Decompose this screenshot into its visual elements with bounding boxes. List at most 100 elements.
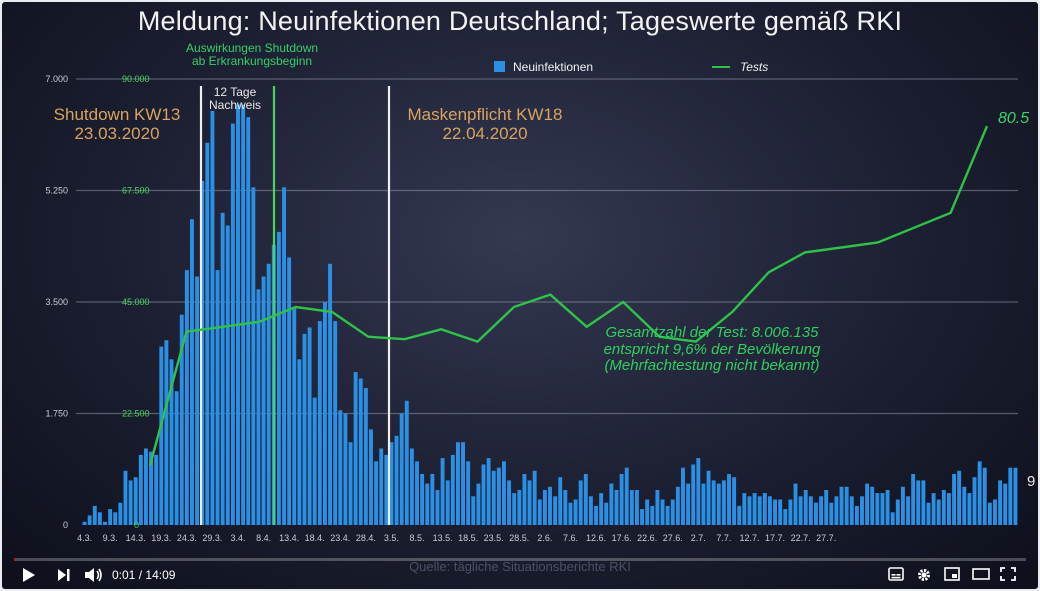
bar: [440, 458, 445, 525]
x-tick: 13.4.: [279, 533, 299, 543]
annotation-line: (Mehrfachtestung nicht bekannt): [604, 357, 820, 374]
bar: [972, 477, 977, 525]
bar: [624, 467, 629, 525]
bar: [241, 104, 246, 525]
bar: [415, 461, 419, 525]
bar: [998, 480, 1003, 525]
bar: [179, 314, 184, 525]
bar: [727, 474, 731, 525]
bar: [747, 496, 752, 525]
bar: [788, 499, 793, 525]
bar: [118, 502, 123, 525]
annotation-line: ab Erkrankungsbeginn: [191, 54, 313, 69]
bar: [430, 474, 435, 525]
marker-lines: [199, 86, 391, 525]
y-tick-right: 45.000: [122, 297, 150, 307]
legend-tests: Tests: [712, 60, 768, 74]
bar: [660, 499, 665, 525]
bar: [993, 499, 997, 525]
bar: [256, 289, 261, 525]
subtitles-icon[interactable]: [888, 567, 904, 581]
bar: [553, 496, 558, 525]
x-tick: 7.7.: [716, 533, 731, 543]
x-tick: 18.5.: [458, 533, 478, 543]
bar: [404, 400, 409, 525]
bar: [317, 321, 322, 525]
bar: [839, 486, 844, 525]
bar: [1003, 483, 1008, 525]
x-tick: 28.5.: [509, 533, 529, 543]
bar: [527, 480, 532, 525]
bar: [757, 496, 762, 525]
bar: [200, 180, 205, 525]
y-tick-left: 5.250: [45, 186, 68, 196]
x-tick: 23.4.: [330, 533, 350, 543]
bar: [128, 480, 133, 525]
annotation-line: Auswirkungen Shutdown: [185, 41, 319, 55]
bar: [174, 391, 179, 525]
mask-mandate-annotation: Maskenpflicht KW18 22.04.2020: [390, 105, 580, 143]
bar: [210, 110, 215, 526]
bar: [82, 521, 87, 525]
tests-line: [148, 125, 989, 466]
bar: [946, 493, 951, 525]
bar: [599, 493, 604, 525]
bar: [716, 483, 721, 525]
bar: [97, 512, 102, 525]
fullscreen-icon[interactable]: [1000, 567, 1016, 581]
bar: [686, 483, 691, 525]
x-tick: 28.4.: [356, 533, 376, 543]
last-bar-value: 9: [1027, 473, 1036, 490]
play-icon[interactable]: [22, 567, 36, 583]
bar: [466, 461, 471, 525]
bar: [328, 263, 333, 525]
bar: [251, 187, 256, 526]
annotation-line: entspricht 9,6% der Bevölkerung: [603, 340, 821, 358]
x-tick: 19.3.: [151, 533, 171, 543]
time-display: 0:01 / 14:09: [112, 568, 175, 582]
bar: [169, 359, 174, 525]
next-icon[interactable]: [57, 567, 71, 583]
bar: [205, 142, 210, 525]
bar: [297, 359, 302, 525]
bar: [829, 502, 834, 525]
bar: [665, 505, 670, 525]
bar: [246, 117, 251, 525]
bar: [742, 493, 747, 525]
x-tick: 27.6.: [663, 533, 683, 543]
last-tests-value: 80.5: [998, 110, 1030, 127]
legend-line-swatch: [712, 66, 730, 68]
miniplayer-icon[interactable]: [944, 567, 960, 581]
bar: [952, 474, 957, 525]
bar: [225, 225, 230, 525]
bar: [363, 388, 368, 525]
bar: [783, 509, 788, 525]
bar: [108, 509, 113, 525]
bar: [215, 270, 220, 525]
bar: [517, 490, 522, 525]
x-tick: 23.5.: [484, 533, 504, 543]
bar: [276, 231, 281, 525]
settings-icon[interactable]: [916, 567, 932, 583]
legend-bar-swatch: [494, 61, 505, 72]
volume-icon[interactable]: [84, 567, 104, 583]
y-axis-right: 22.500 45.000 67.500 90.000 0: [122, 74, 150, 530]
bar: [195, 276, 200, 525]
bar: [455, 442, 460, 525]
theater-icon[interactable]: [972, 567, 990, 581]
x-tick: 3.4.: [230, 533, 245, 543]
bar: [287, 257, 292, 525]
x-tick: 17.6.: [612, 533, 632, 543]
bar: [159, 346, 164, 525]
bar: [583, 474, 588, 525]
progress-fill: [14, 558, 16, 561]
y-tick-right: 90.000: [122, 74, 150, 84]
bar: [261, 276, 266, 525]
bar: [849, 496, 854, 525]
bar: [982, 467, 987, 525]
bar: [854, 505, 859, 525]
progress-bar[interactable]: [14, 558, 1026, 561]
bar: [425, 483, 430, 525]
bar: [752, 493, 757, 525]
